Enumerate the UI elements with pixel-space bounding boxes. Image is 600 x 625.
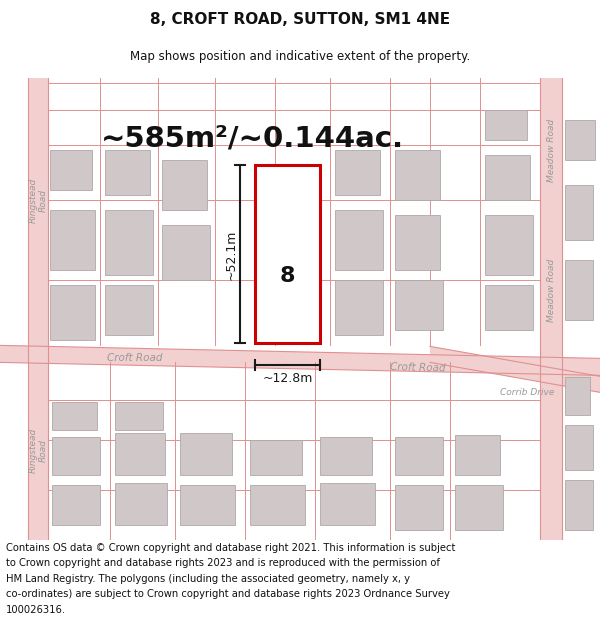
Bar	[250, 441, 302, 476]
Bar	[50, 151, 92, 191]
Text: ~12.8m: ~12.8m	[262, 372, 313, 385]
Bar	[52, 438, 100, 476]
Bar	[335, 281, 383, 336]
Bar	[485, 111, 527, 141]
Bar	[485, 156, 530, 201]
Text: to Crown copyright and database rights 2023 and is reproduced with the permissio: to Crown copyright and database rights 2…	[6, 559, 440, 569]
Bar	[180, 486, 235, 526]
Text: ~585m²/~0.144ac.: ~585m²/~0.144ac.	[100, 124, 404, 152]
Bar	[395, 216, 440, 271]
Bar	[250, 486, 305, 526]
Bar	[52, 402, 97, 431]
Bar	[565, 121, 595, 161]
Text: Map shows position and indicative extent of the property.: Map shows position and indicative extent…	[130, 50, 470, 62]
Text: Meadow Road: Meadow Road	[547, 259, 556, 322]
Bar	[320, 483, 375, 526]
Bar	[455, 436, 500, 476]
Bar	[565, 186, 593, 241]
Text: 100026316.: 100026316.	[6, 604, 66, 614]
Text: Croft Road: Croft Road	[107, 353, 163, 363]
Bar	[485, 216, 533, 276]
Text: Meadow Road: Meadow Road	[547, 119, 556, 182]
Bar	[180, 433, 232, 476]
Text: Contains OS data © Crown copyright and database right 2021. This information is : Contains OS data © Crown copyright and d…	[6, 543, 455, 553]
Bar	[395, 281, 443, 331]
Text: Corrib Drive: Corrib Drive	[500, 388, 554, 397]
Text: Ringstead
Road: Ringstead Road	[28, 177, 48, 223]
Text: Croft Road: Croft Road	[390, 362, 446, 374]
Polygon shape	[0, 346, 600, 376]
Bar	[162, 161, 207, 211]
Bar	[335, 151, 380, 196]
Bar	[105, 151, 150, 196]
Bar	[565, 261, 593, 321]
Text: Ringstead
Road: Ringstead Road	[28, 428, 48, 473]
Bar	[485, 286, 533, 331]
Bar	[115, 402, 163, 431]
Bar	[540, 78, 562, 541]
Bar	[395, 438, 443, 476]
Text: ~52.1m: ~52.1m	[224, 229, 238, 279]
Text: 8, CROFT ROAD, SUTTON, SM1 4NE: 8, CROFT ROAD, SUTTON, SM1 4NE	[150, 12, 450, 27]
Bar	[255, 166, 320, 343]
Bar	[455, 486, 503, 531]
Bar	[115, 483, 167, 526]
Bar	[395, 486, 443, 531]
Bar	[105, 211, 153, 276]
Bar	[115, 433, 165, 476]
Bar	[320, 438, 372, 476]
Text: co-ordinates) are subject to Crown copyright and database rights 2023 Ordnance S: co-ordinates) are subject to Crown copyr…	[6, 589, 450, 599]
Bar	[335, 211, 383, 271]
Bar	[50, 211, 95, 271]
Bar	[28, 78, 48, 541]
Text: HM Land Registry. The polygons (including the associated geometry, namely x, y: HM Land Registry. The polygons (includin…	[6, 574, 410, 584]
Bar	[565, 378, 590, 416]
Bar	[395, 151, 440, 201]
Text: 8: 8	[280, 266, 295, 286]
Bar	[50, 286, 95, 341]
Bar	[162, 226, 210, 281]
Bar	[565, 481, 593, 531]
Bar	[565, 426, 593, 471]
Bar	[52, 486, 100, 526]
Polygon shape	[430, 346, 600, 392]
Bar	[105, 286, 153, 336]
